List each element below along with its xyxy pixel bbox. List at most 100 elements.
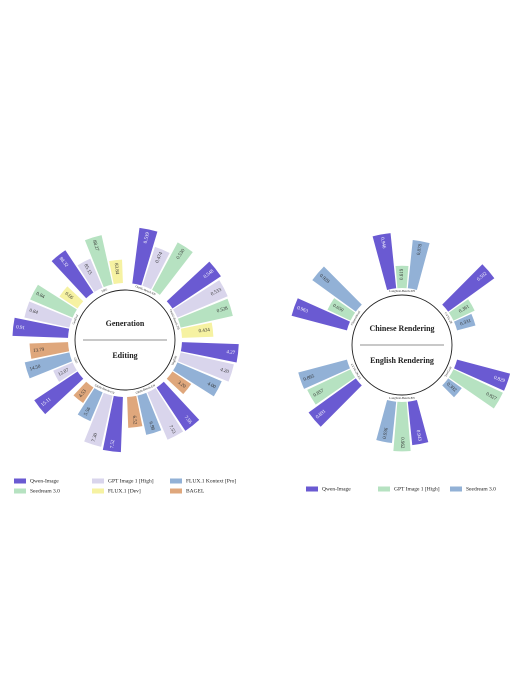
bar [30, 284, 77, 318]
group-label: ImgEdit [170, 355, 178, 366]
legend-swatch [92, 488, 104, 494]
value-label: 0.619 [400, 268, 405, 280]
legend-swatch [170, 478, 182, 484]
bar [24, 352, 73, 379]
bar [173, 280, 228, 318]
value-label: 0.946 [379, 237, 386, 249]
bar [24, 301, 73, 328]
bar [102, 395, 123, 453]
bar [177, 352, 234, 382]
bar [442, 264, 495, 312]
bar [407, 239, 430, 290]
legend-label: Qwen-Image [30, 478, 59, 484]
value-label: 88.27 [91, 240, 99, 253]
group-label: LongText-Bench-ZH [389, 289, 415, 293]
inner-ring [351, 294, 453, 396]
legend-label: FLUX.1 Kontext [Pro] [186, 478, 236, 484]
group-label: GenEval [71, 314, 79, 325]
bar [84, 392, 113, 447]
value-label: 0.650 [332, 304, 345, 314]
bar [166, 261, 221, 309]
bar [34, 371, 84, 415]
value-label: 7.52 [110, 439, 116, 449]
bar [132, 227, 158, 286]
bar [327, 298, 356, 321]
value-label: 0.928 [318, 274, 330, 285]
legend-swatch [14, 488, 26, 494]
value-label: 0.530 [176, 248, 187, 261]
value-label: 14.50 [29, 364, 42, 372]
bar [312, 266, 362, 312]
bar [166, 371, 192, 395]
bar [156, 381, 200, 431]
bar [376, 400, 397, 443]
legend-label: Seedream 3.0 [466, 486, 496, 492]
bar [59, 286, 84, 309]
value-label: 0.331 [460, 319, 473, 328]
value-label: 0.829 [493, 376, 506, 385]
value-label: 0.592 [477, 271, 489, 282]
value-label: 7.53 [167, 425, 176, 436]
bar [147, 388, 184, 440]
bar [308, 378, 362, 427]
bar [180, 322, 214, 338]
value-label: 83.84 [113, 263, 119, 275]
value-label: 0.474 [155, 251, 164, 264]
legend-swatch [92, 478, 104, 484]
bar [307, 369, 356, 405]
bar [372, 233, 397, 290]
bar [442, 378, 462, 398]
value-label: 0.66 [64, 292, 74, 302]
bar [73, 381, 94, 404]
half-title: English Rendering [370, 356, 434, 365]
group-label: GSO [73, 357, 79, 365]
half-title: Editing [112, 351, 137, 360]
value-label: 0.891 [315, 409, 327, 420]
value-label: 0.392 [445, 382, 457, 393]
legend-label: GPT Image 1 [High] [108, 478, 154, 484]
value-label: 5.56 [84, 406, 93, 417]
group-label: TextCraft [443, 365, 452, 377]
value-label: 0.827 [485, 392, 498, 402]
bar [77, 258, 103, 292]
half-title: Chinese Rendering [369, 324, 434, 333]
group-label: DPG [101, 287, 109, 293]
value-label: 0.936 [383, 427, 390, 439]
value-label: 0.91 [16, 325, 26, 331]
group-label: LongText-Bench-EN [389, 396, 415, 400]
legend-swatch [378, 486, 390, 492]
bar [12, 317, 70, 338]
bar [84, 235, 113, 288]
bar [127, 395, 143, 428]
value-label: 0.857 [313, 388, 326, 398]
value-label: 7.30 [92, 432, 100, 442]
value-label: 0.84 [28, 309, 38, 317]
value-label: 4.27 [226, 350, 236, 356]
inner-ring [74, 289, 176, 391]
bar [177, 298, 233, 328]
value-label: 0.963 [296, 306, 309, 315]
bar [142, 246, 170, 290]
bar [298, 359, 350, 389]
legend-swatch [14, 478, 26, 484]
value-label: 13.79 [33, 348, 45, 354]
half-title: Generation [106, 319, 145, 328]
bar [393, 401, 411, 452]
value-label: 0.84 [35, 292, 46, 301]
legend-label: BAGEL [186, 488, 205, 494]
value-label: 6.98 [147, 421, 155, 431]
legend-label: GPT Image 1 [High] [394, 486, 440, 492]
value-label: 0.361 [458, 304, 471, 314]
bar [448, 299, 475, 321]
legend-swatch [306, 486, 318, 492]
value-label: 0.528 [216, 306, 229, 314]
legend-label: FLUX.1 [Dev] [108, 488, 141, 494]
legend-swatch [450, 486, 462, 492]
value-label: 88.32 [58, 257, 69, 269]
bar [180, 342, 239, 363]
bar [53, 362, 77, 382]
group-label: ChineseWord [350, 310, 362, 327]
value-label: 85.15 [82, 264, 92, 277]
bar [454, 359, 511, 391]
